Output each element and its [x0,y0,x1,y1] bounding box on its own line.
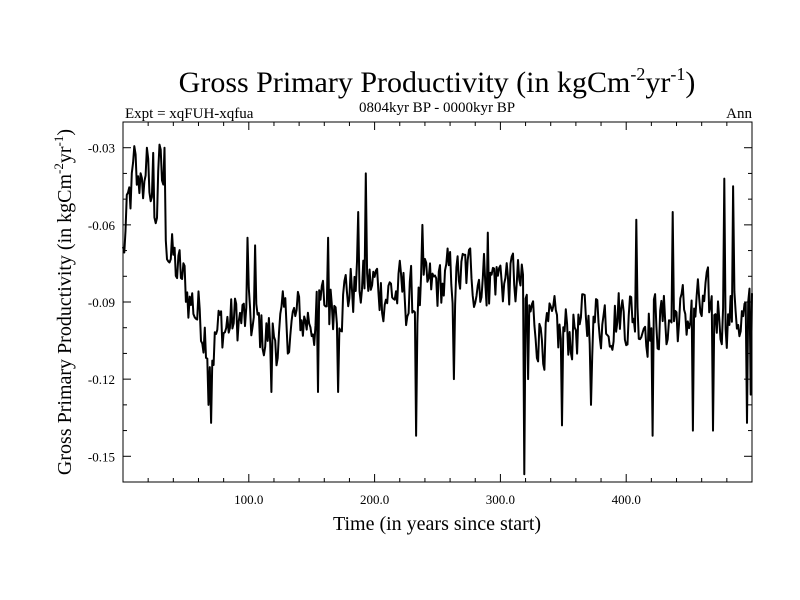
y-axis-label: Gross Primary Productivity (in kgCm-2yr-… [51,129,76,475]
y-tick-label: -0.03 [88,141,115,156]
x-tick-label: 100.0 [234,492,263,507]
x-tick-label: 200.0 [360,492,389,507]
y-tick-label: -0.06 [88,218,116,233]
gpp-series-line [122,143,753,476]
season-label: Ann [726,106,752,122]
y-axis: -0.03 -0.06 -0.09 -0.12 -0.15 [88,141,752,464]
x-axis-label: Time (in years since start) [333,513,541,535]
x-tick-label: 400.0 [612,492,641,507]
period-label: 0804kyr BP - 0000kyr BP [359,100,515,116]
x-axis: 100.0 200.0 300.0 400.0 [147,122,728,507]
y-tick-label: -0.12 [88,372,115,387]
y-tick-label: -0.15 [88,449,115,464]
x-tick-label: 300.0 [486,492,515,507]
experiment-label: Expt = xqFUH-xqfua [125,106,254,122]
y-tick-label: -0.09 [88,295,115,310]
chart-title: Gross Primary Productivity (in kgCm-2yr-… [179,64,696,99]
